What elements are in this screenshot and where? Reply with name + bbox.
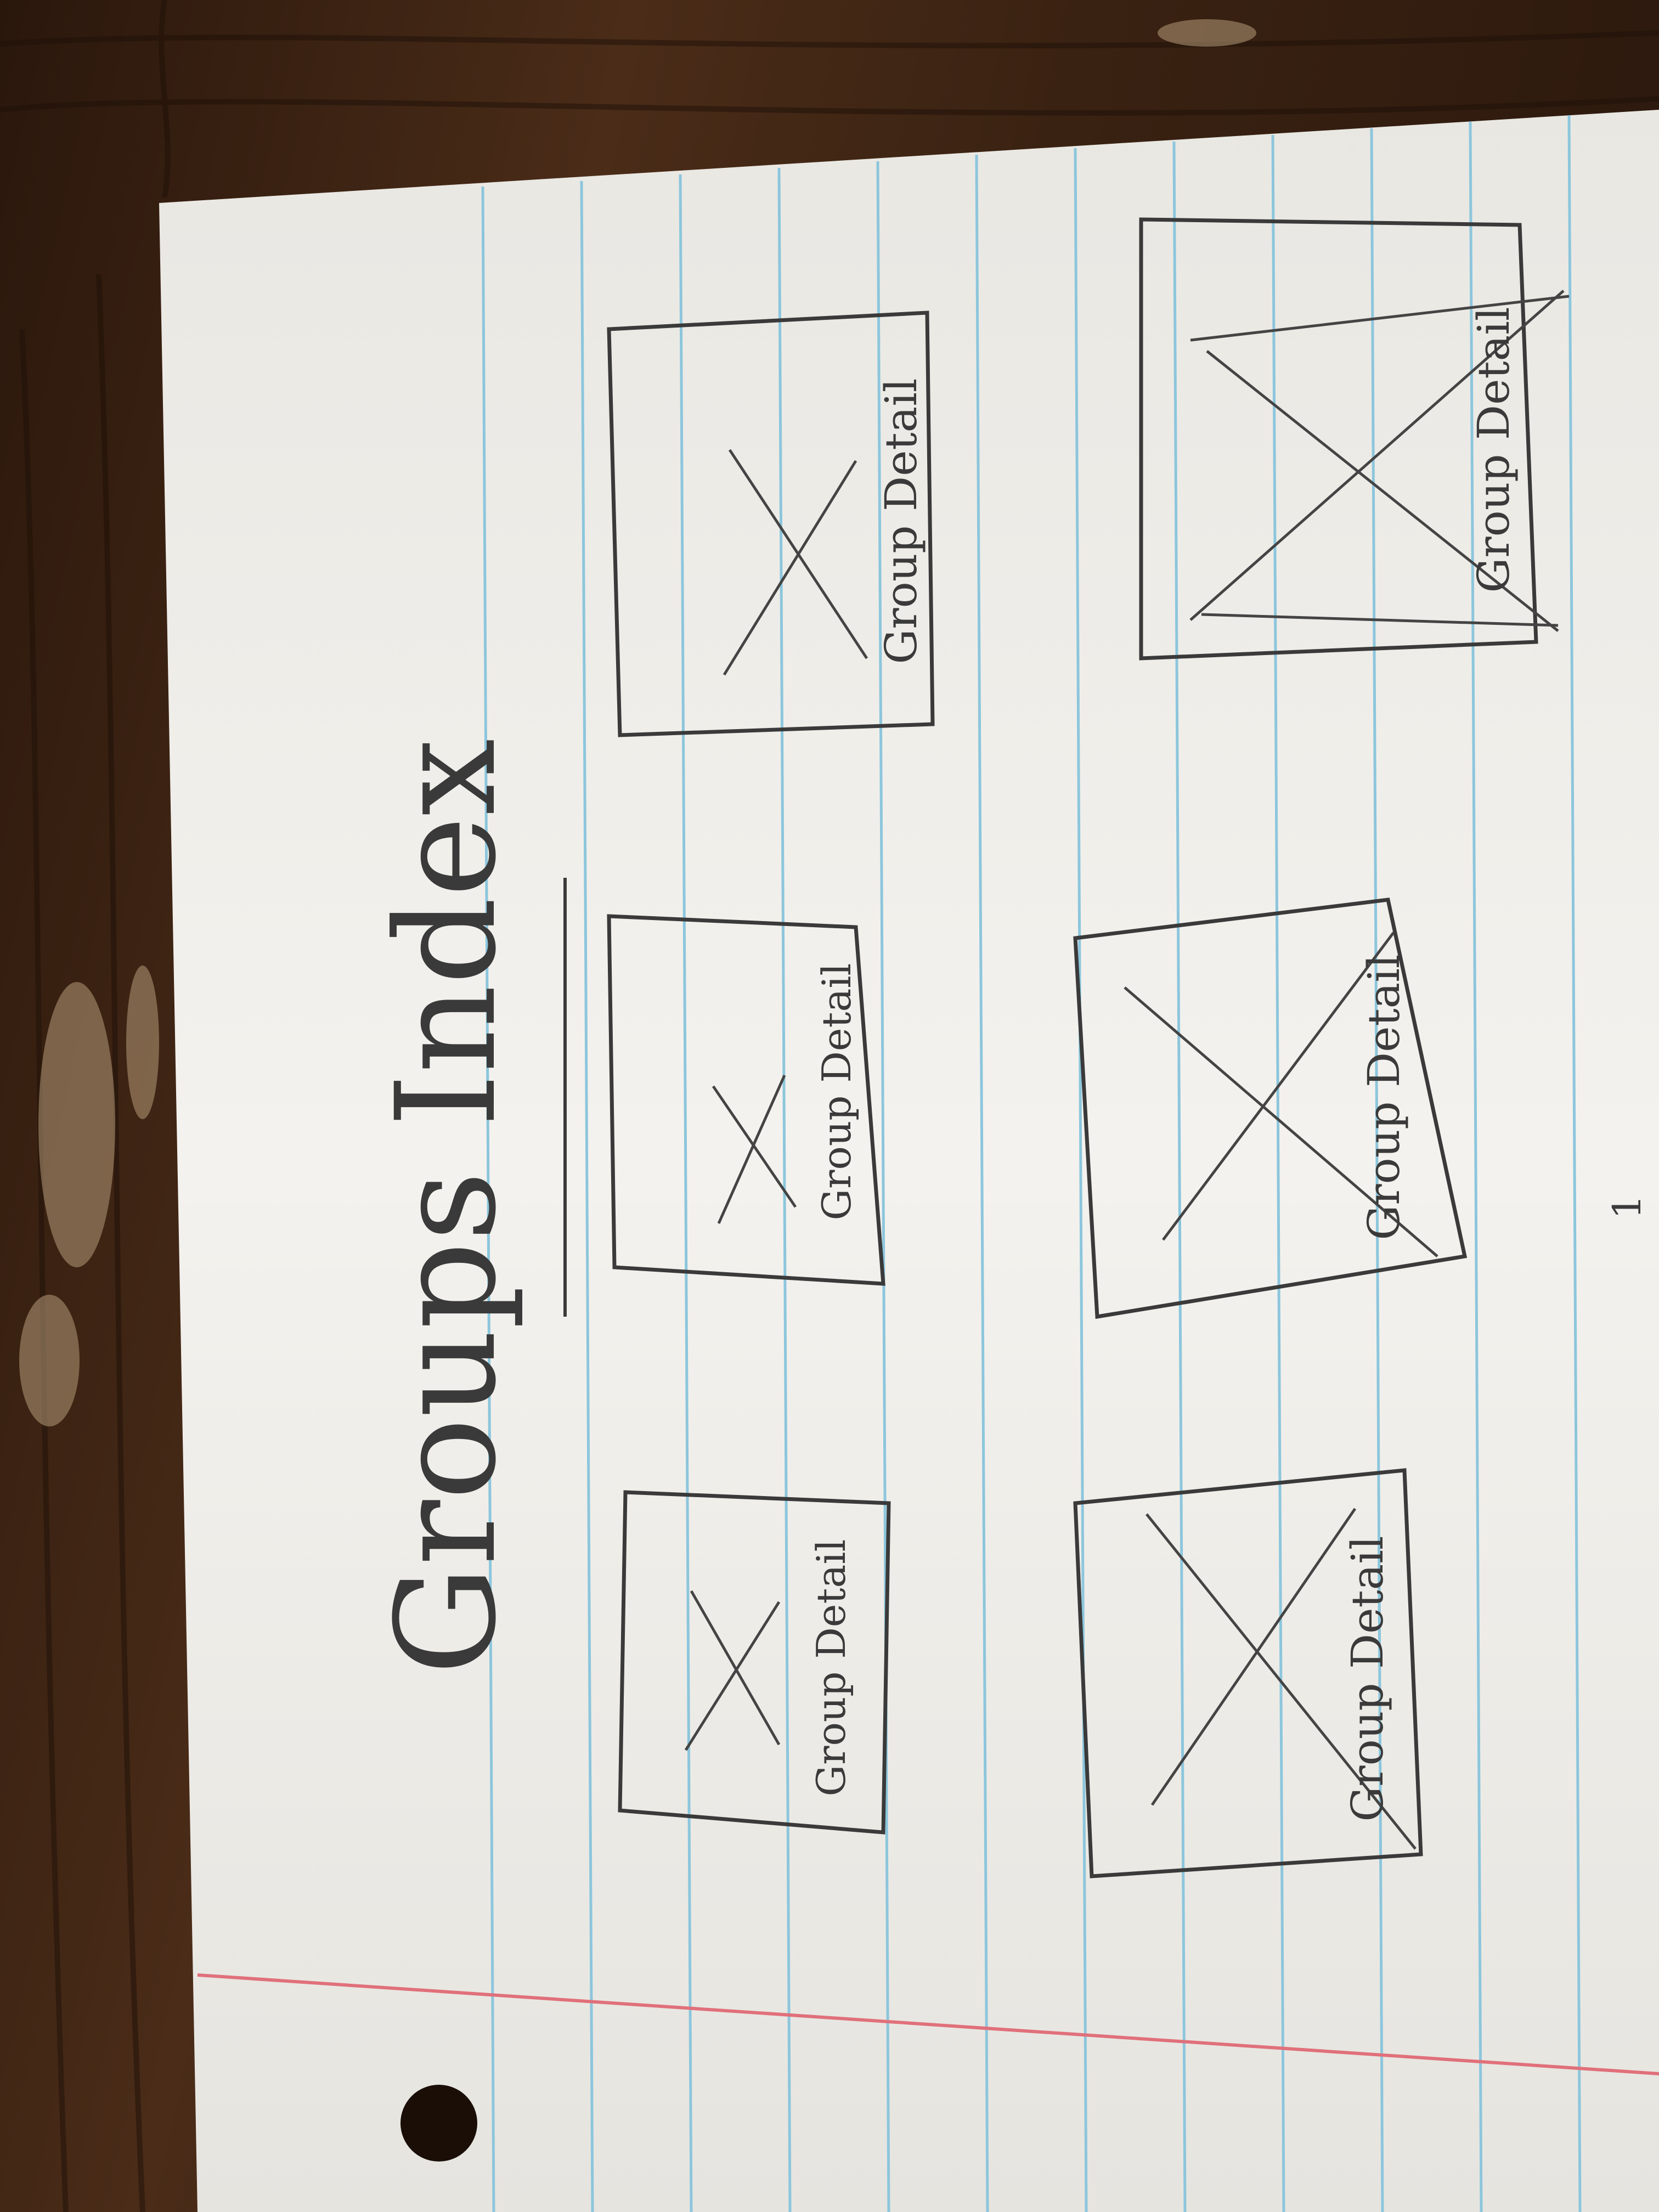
card-frame: [1073, 898, 1468, 1319]
card-label: Group Detail: [808, 1539, 854, 1797]
card-frame: [618, 1490, 891, 1835]
group-card: Group Detail: [618, 1490, 891, 1835]
group-card: Group Detail: [1073, 1468, 1423, 1878]
card-frame: [1073, 1468, 1423, 1878]
card-label: Group Detail: [1342, 1536, 1393, 1822]
card-label: Group Detail: [876, 379, 927, 664]
card-label: Group Detail: [1468, 307, 1519, 593]
image-placeholder-x: [712, 1074, 797, 1224]
image-placeholder-x: [1146, 1508, 1417, 1850]
ruled-lines: [481, 115, 1582, 2212]
margin-line: [197, 1973, 1659, 2075]
group-card: Group Detail: [1073, 898, 1468, 1319]
card-frame: [607, 311, 935, 737]
card-label: Group Detail: [814, 963, 860, 1221]
image-placeholder-x: [684, 1590, 781, 1751]
page-title: Groups Index: [366, 738, 526, 1675]
card-label: Group Detail: [1358, 955, 1409, 1240]
card-frame: [607, 914, 885, 1286]
group-card: Group Detail: [607, 914, 885, 1286]
image-placeholder-x: [1189, 290, 1570, 632]
group-card: Group Detail: [607, 311, 935, 737]
card-frame: [1139, 217, 1538, 661]
wood-worn-spots: [19, 19, 1256, 1426]
image-placeholder-x: [1124, 932, 1438, 1257]
image-placeholder-x: [723, 449, 868, 676]
group-card: Group Detail: [1139, 217, 1570, 661]
binder-hole: [400, 2085, 477, 2162]
page-number: 1: [1605, 1195, 1650, 1220]
